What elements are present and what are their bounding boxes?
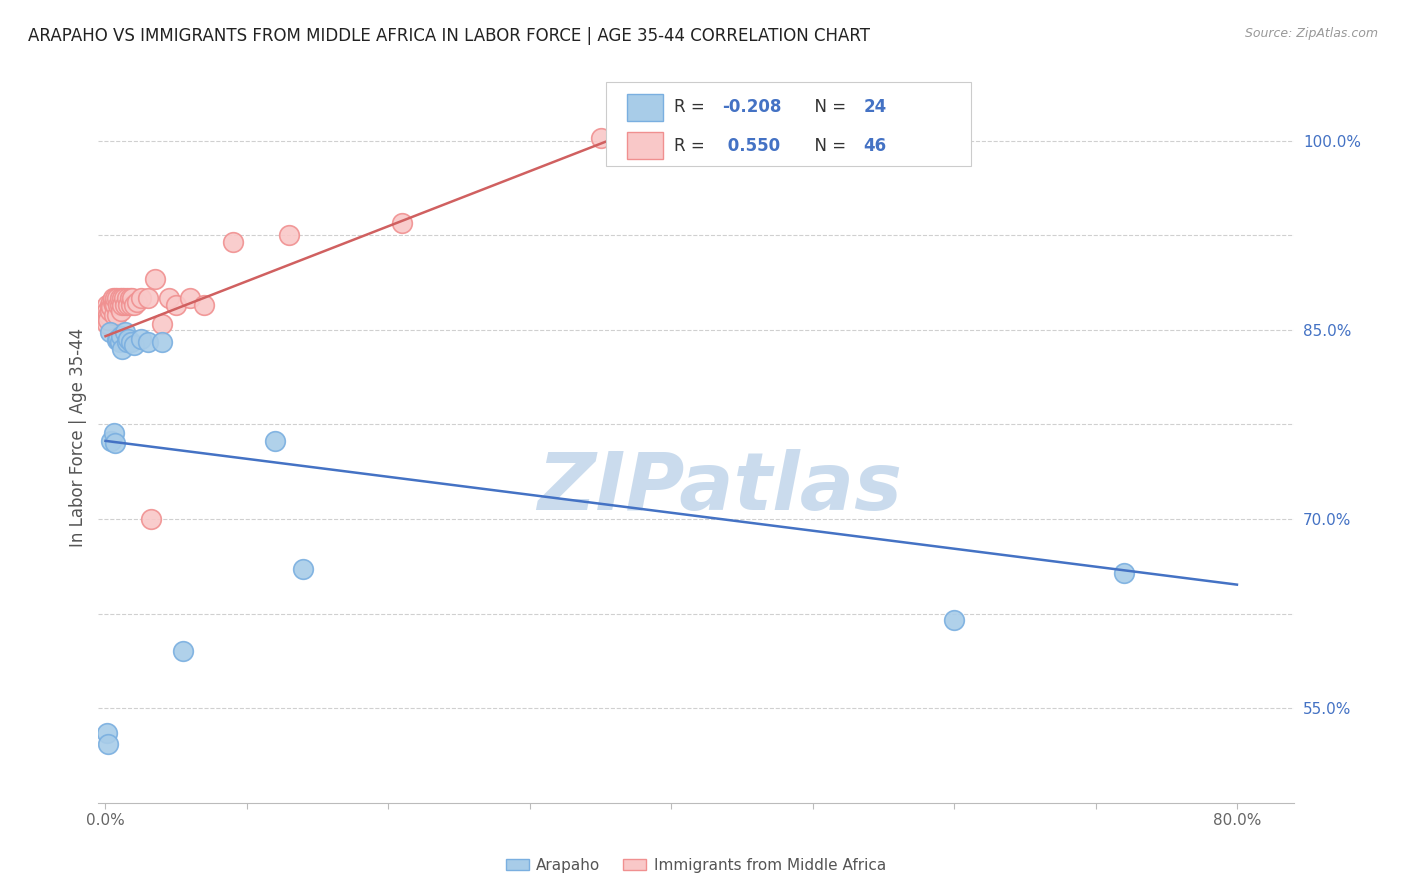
Text: ARAPAHO VS IMMIGRANTS FROM MIDDLE AFRICA IN LABOR FORCE | AGE 35-44 CORRELATION : ARAPAHO VS IMMIGRANTS FROM MIDDLE AFRICA… [28,27,870,45]
Point [96,304,118,318]
Point [96,317,118,331]
Point [111,291,134,305]
Point [143,272,166,286]
Point [1112,566,1135,581]
Point [98,298,121,312]
Point [589,131,612,145]
Point [150,335,173,350]
Point [107,298,129,312]
Point [179,291,201,305]
Point [115,291,138,305]
Text: 46: 46 [863,136,886,155]
Point [114,326,136,340]
Legend: Arapaho, Immigrants from Middle Africa: Arapaho, Immigrants from Middle Africa [499,852,893,880]
Point [105,291,128,305]
Point [105,333,128,347]
Point [136,335,159,350]
Point [117,298,139,312]
Point [103,426,125,441]
Point [104,291,127,305]
Point [110,304,132,318]
Point [150,317,173,331]
Point [129,332,152,346]
Point [100,295,122,310]
Point [105,308,128,322]
Text: N =: N = [804,98,851,117]
Point [292,562,315,576]
FancyBboxPatch shape [627,132,662,160]
Point [117,332,139,346]
Point [100,434,122,448]
Y-axis label: In Labor Force | Age 35-44: In Labor Force | Age 35-44 [69,327,87,547]
Point [222,235,245,249]
Point [122,338,145,352]
Point [943,613,966,627]
Point [98,304,121,318]
Point [110,329,132,343]
Point [97,308,120,322]
Point [139,512,162,526]
FancyBboxPatch shape [627,94,662,121]
Point [108,298,131,312]
Point [120,298,142,312]
Point [101,295,124,310]
Point [114,298,136,312]
FancyBboxPatch shape [606,82,970,167]
Point [136,291,159,305]
Text: -0.208: -0.208 [723,98,782,117]
Text: 24: 24 [863,98,887,117]
Point [157,291,180,305]
Point [264,434,287,448]
Point [103,298,125,312]
Point [108,335,131,350]
Point [104,298,127,312]
Point [115,335,138,350]
Point [391,216,413,230]
Point [104,436,127,450]
Point [120,335,142,350]
Text: 0.550: 0.550 [723,136,780,155]
Text: Source: ZipAtlas.com: Source: ZipAtlas.com [1244,27,1378,40]
Text: N =: N = [804,136,851,155]
Text: R =: R = [675,98,710,117]
Point [96,726,118,740]
Point [278,228,301,243]
Point [108,291,131,305]
Point [125,295,148,310]
Point [193,298,215,312]
Point [98,326,121,340]
Point [886,146,908,161]
Point [172,644,194,658]
Point [129,291,152,305]
Point [107,332,129,346]
Point [122,298,145,312]
Text: ZIPatlas: ZIPatlas [537,450,903,527]
Text: R =: R = [675,136,710,155]
Point [165,298,187,312]
Point [121,291,143,305]
Point [111,342,134,356]
Point [96,298,118,312]
Point [97,737,120,751]
Point [97,313,120,327]
Point [103,308,125,322]
Point [111,298,134,312]
Point [112,291,135,305]
Point [100,300,122,314]
Point [118,291,141,305]
Point [101,291,124,305]
